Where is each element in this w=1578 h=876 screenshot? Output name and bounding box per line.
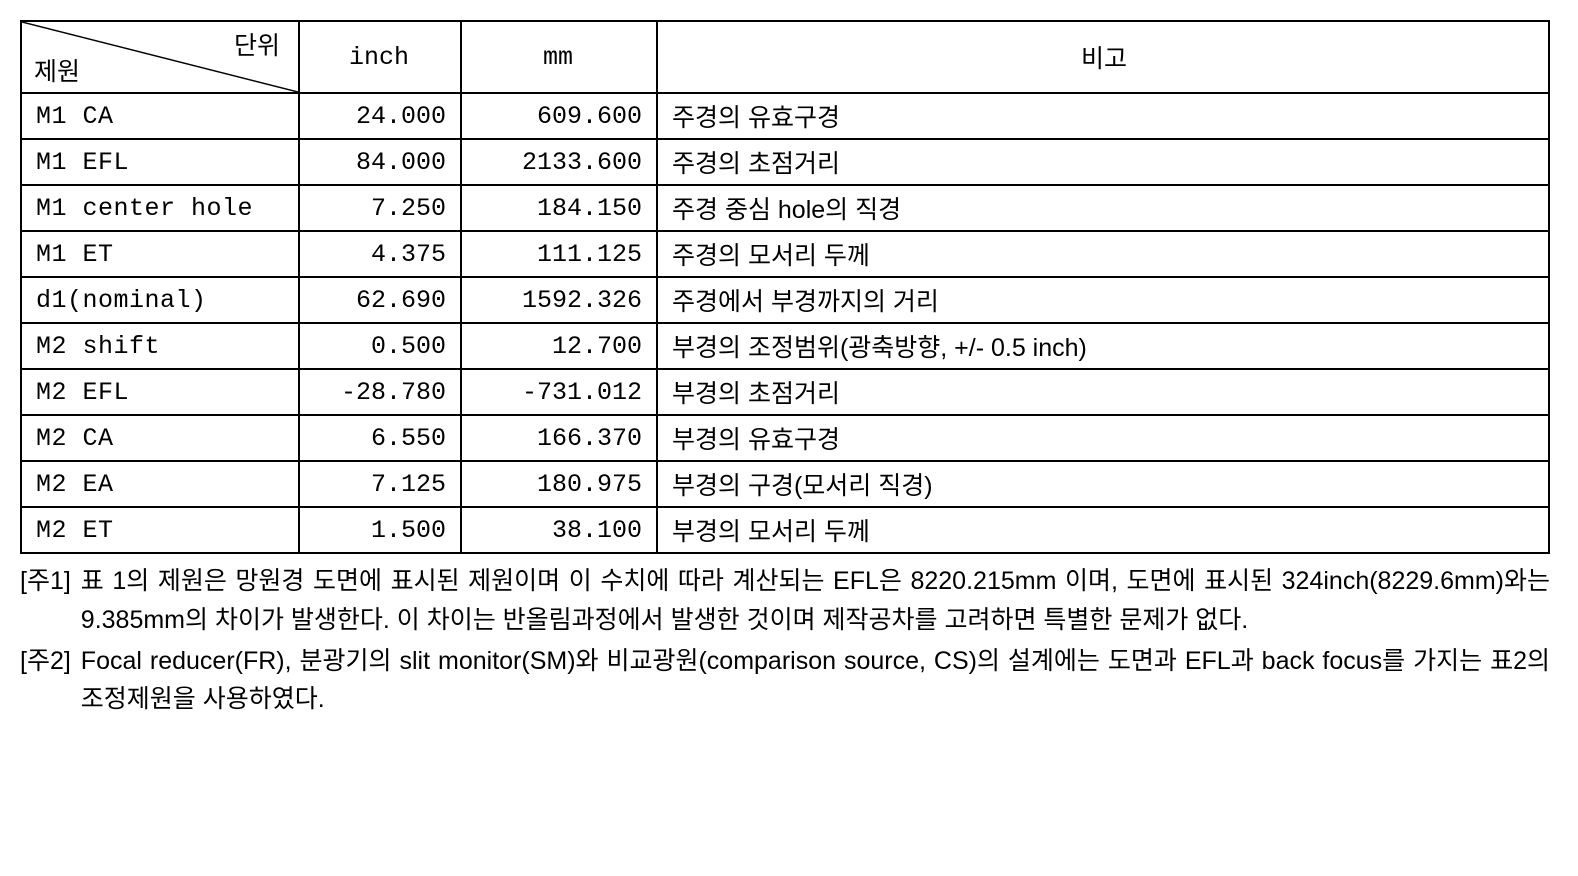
cell-remark: 부경의 구경(모서리 직경) xyxy=(657,461,1549,507)
cell-remark: 주경의 모서리 두께 xyxy=(657,231,1549,277)
cell-spec: M2 CA xyxy=(21,415,299,461)
cell-remark: 부경의 초점거리 xyxy=(657,369,1549,415)
table-body: M1 CA24.000609.600주경의 유효구경M1 EFL84.00021… xyxy=(21,93,1549,553)
cell-inch: 6.550 xyxy=(299,415,461,461)
table-row: M1 center hole7.250184.150주경 중심 hole의 직경 xyxy=(21,185,1549,231)
table-row: M2 ET1.50038.100부경의 모서리 두께 xyxy=(21,507,1549,553)
spec-table: 단위 제원 inch mm 비고 M1 CA24.000609.600주경의 유… xyxy=(20,20,1550,554)
header-remark: 비고 xyxy=(657,21,1549,93)
note-text: Focal reducer(FR), 분광기의 slit monitor(SM)… xyxy=(81,642,1550,720)
cell-mm: 38.100 xyxy=(461,507,657,553)
cell-mm: 12.700 xyxy=(461,323,657,369)
header-mm: mm xyxy=(461,21,657,93)
table-row: M1 CA24.000609.600주경의 유효구경 xyxy=(21,93,1549,139)
table-row: M2 shift0.50012.700부경의 조정범위(광축방향, +/- 0.… xyxy=(21,323,1549,369)
table-row: M2 EA7.125180.975부경의 구경(모서리 직경) xyxy=(21,461,1549,507)
cell-remark: 주경의 초점거리 xyxy=(657,139,1549,185)
cell-spec: M2 ET xyxy=(21,507,299,553)
cell-mm: 111.125 xyxy=(461,231,657,277)
note-item: [주1]표 1의 제원은 망원경 도면에 표시된 제원이며 이 수치에 따라 계… xyxy=(20,562,1550,640)
table-row: d1(nominal)62.6901592.326주경에서 부경까지의 거리 xyxy=(21,277,1549,323)
cell-mm: 2133.600 xyxy=(461,139,657,185)
cell-spec: M1 CA xyxy=(21,93,299,139)
note-item: [주2]Focal reducer(FR), 분광기의 slit monitor… xyxy=(20,642,1550,720)
cell-inch: 24.000 xyxy=(299,93,461,139)
cell-inch: 84.000 xyxy=(299,139,461,185)
header-unit-label: 단위 xyxy=(234,26,280,62)
table-row: M1 EFL84.0002133.600주경의 초점거리 xyxy=(21,139,1549,185)
note-text: 표 1의 제원은 망원경 도면에 표시된 제원이며 이 수치에 따라 계산되는 … xyxy=(81,562,1550,640)
table-row: M2 CA6.550166.370부경의 유효구경 xyxy=(21,415,1549,461)
cell-remark: 주경의 유효구경 xyxy=(657,93,1549,139)
header-row: 단위 제원 inch mm 비고 xyxy=(21,21,1549,93)
cell-spec: M2 shift xyxy=(21,323,299,369)
cell-mm: 184.150 xyxy=(461,185,657,231)
header-diag-cell: 단위 제원 xyxy=(21,21,299,93)
cell-spec: M1 ET xyxy=(21,231,299,277)
cell-mm: 180.975 xyxy=(461,461,657,507)
note-label: [주1] xyxy=(20,562,81,640)
cell-remark: 부경의 조정범위(광축방향, +/- 0.5 inch) xyxy=(657,323,1549,369)
note-label: [주2] xyxy=(20,642,81,720)
header-inch: inch xyxy=(299,21,461,93)
cell-remark: 부경의 모서리 두께 xyxy=(657,507,1549,553)
cell-inch: 7.125 xyxy=(299,461,461,507)
table-row: M1 ET4.375111.125주경의 모서리 두께 xyxy=(21,231,1549,277)
notes-section: [주1]표 1의 제원은 망원경 도면에 표시된 제원이며 이 수치에 따라 계… xyxy=(20,562,1550,719)
cell-mm: -731.012 xyxy=(461,369,657,415)
cell-inch: 1.500 xyxy=(299,507,461,553)
table-row: M2 EFL-28.780-731.012부경의 초점거리 xyxy=(21,369,1549,415)
cell-spec: d1(nominal) xyxy=(21,277,299,323)
cell-spec: M1 EFL xyxy=(21,139,299,185)
cell-inch: 4.375 xyxy=(299,231,461,277)
cell-inch: 0.500 xyxy=(299,323,461,369)
cell-inch: 7.250 xyxy=(299,185,461,231)
cell-mm: 1592.326 xyxy=(461,277,657,323)
cell-spec: M1 center hole xyxy=(21,185,299,231)
cell-spec: M2 EFL xyxy=(21,369,299,415)
cell-spec: M2 EA xyxy=(21,461,299,507)
cell-remark: 부경의 유효구경 xyxy=(657,415,1549,461)
cell-inch: 62.690 xyxy=(299,277,461,323)
cell-mm: 166.370 xyxy=(461,415,657,461)
cell-remark: 주경에서 부경까지의 거리 xyxy=(657,277,1549,323)
cell-inch: -28.780 xyxy=(299,369,461,415)
header-spec-label: 제원 xyxy=(34,52,80,88)
cell-remark: 주경 중심 hole의 직경 xyxy=(657,185,1549,231)
cell-mm: 609.600 xyxy=(461,93,657,139)
